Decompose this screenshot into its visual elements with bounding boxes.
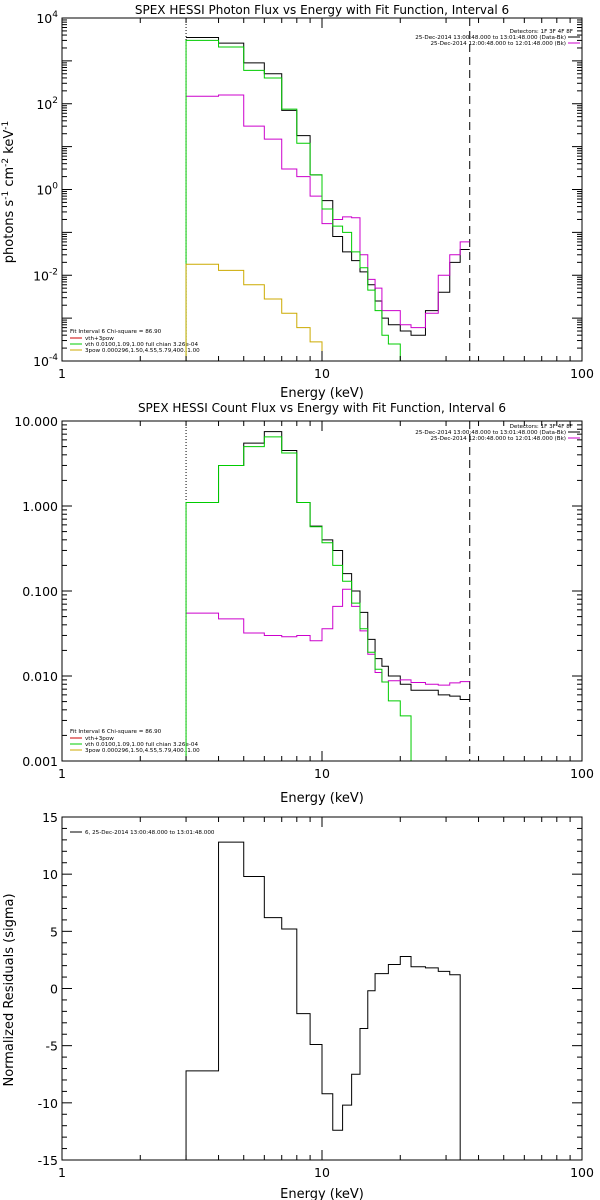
x-axis-label: Energy (keV) (280, 386, 364, 401)
legend-entry-label: 25-Dec-2014 13:00:48.000 to 13:01:48.000… (415, 430, 566, 436)
series-line (185, 39, 412, 361)
legend-entry-label: 25-Dec-2014 12:00:48.000 to 12:01:48.000… (430, 436, 566, 442)
y-tick-label: -15 (38, 1153, 58, 1168)
legend-top: 6, 25-Dec-2014 13:00:48.000 to 13:01:48.… (70, 830, 215, 836)
x-tick-label: 1 (58, 1165, 66, 1180)
legend-header: Detectors: 1F 3F 4F 8F (510, 424, 573, 430)
legend-header: Fit Interval 6 Chi-square = 86.90 (70, 729, 162, 735)
y-axis-label: Normalized Residuals (sigma) (2, 893, 17, 1086)
y-tick-label: 0.100 (22, 584, 58, 599)
series-line (186, 431, 470, 700)
series-line (185, 436, 412, 761)
x-tick-label: 100 (570, 366, 594, 381)
chart-title: SPEX HESSI Photon Flux vs Energy with Fi… (135, 3, 509, 17)
series-line (186, 94, 470, 329)
y-tick-label: 10 (42, 867, 58, 882)
residuals-panel: 6, 25-Dec-2014 13:00:48.000 to 13:01:48.… (2, 810, 594, 1200)
y-tick-label: 10.000 (14, 414, 58, 429)
legend-top: Detectors: 1F 3F 4F 8F 25-Dec-2014 13:00… (415, 424, 580, 442)
legend-entry-label: 25-Dec-2014 13:00:48.000 to 13:01:48.000… (415, 35, 566, 41)
plot-frame (61, 420, 583, 762)
x-axis-label: Energy (keV) (280, 1187, 364, 1200)
legend-entry-label: vth+3pow (85, 336, 114, 342)
x-tick-label: 1 (58, 766, 66, 781)
y-tick-label: 104 (36, 10, 58, 26)
legend-entry-label: vth 0.0100,1.09,1.00 full chian 3.26e-04 (85, 742, 198, 748)
x-tick-label: 10 (314, 366, 330, 381)
x-tick-label: 100 (570, 766, 594, 781)
y-tick-label: 0.001 (22, 754, 58, 769)
y-tick-label: 15 (42, 810, 58, 825)
legend-entry-label: 25-Dec-2014 12:00:48.000 to 12:01:48.000… (430, 41, 566, 47)
y-tick-label: -5 (46, 1039, 58, 1054)
y-tick-label: 5 (50, 924, 58, 939)
legend-entry-label: 3pow 0.000296,1.50,4.55,5.79,400.,1.00 (85, 348, 200, 354)
x-tick-label: 10 (314, 1165, 330, 1180)
x-tick-label: 10 (314, 766, 330, 781)
y-tick-label: -10 (38, 1096, 58, 1111)
legend-entry-label: vth 0.0100,1.09,1.00 full chian 3.26e-04 (85, 342, 198, 348)
x-tick-label: 100 (570, 1165, 594, 1180)
legend-bottom: Fit Interval 6 Chi-square = 86.90 vth+3p… (70, 329, 200, 354)
y-tick-label: 1.000 (22, 499, 58, 514)
y-tick-label: 0 (50, 982, 58, 997)
legend-top: Detectors: 1F 3F 4F 8F 25-Dec-2014 13:00… (415, 29, 580, 47)
legend-entry-label: 3pow 0.000296,1.50,4.55,5.79,400.,1.00 (85, 748, 200, 754)
y-tick-label: 100 (36, 182, 58, 198)
legend-bottom: Fit Interval 6 Chi-square = 86.90 vth+3p… (70, 729, 200, 754)
y-tick-label: 10-2 (33, 267, 58, 283)
y-tick-label: 10-4 (33, 353, 58, 369)
legend-header: Fit Interval 6 Chi-square = 86.90 (70, 329, 162, 335)
legend-header: Detectors: 1F 3F 4F 8F (510, 29, 573, 35)
plot-frame (61, 816, 583, 1161)
y-tick-label: 0.010 (22, 669, 58, 684)
y-axis-label: photons s-1 cm-2 keV-1 (1, 121, 17, 263)
legend-entry-label: vth+3pow (85, 736, 114, 742)
series-line (185, 263, 343, 361)
series-line (186, 37, 470, 336)
x-tick-label: 1 (58, 366, 66, 381)
series-line (186, 588, 470, 686)
y-tick-label: 102 (36, 96, 58, 112)
chart-title: SPEX HESSI Count Flux vs Energy with Fit… (138, 401, 506, 415)
x-axis-label: Energy (keV) (280, 791, 364, 806)
count-flux-panel: SPEX HESSI Count Flux vs Energy with Fit… (14, 401, 594, 806)
legend-entry-label: 6, 25-Dec-2014 13:00:48.000 to 13:01:48.… (85, 830, 215, 836)
photon-flux-panel: SPEX HESSI Photon Flux vs Energy with Fi… (1, 3, 594, 401)
series-line (185, 841, 461, 1160)
